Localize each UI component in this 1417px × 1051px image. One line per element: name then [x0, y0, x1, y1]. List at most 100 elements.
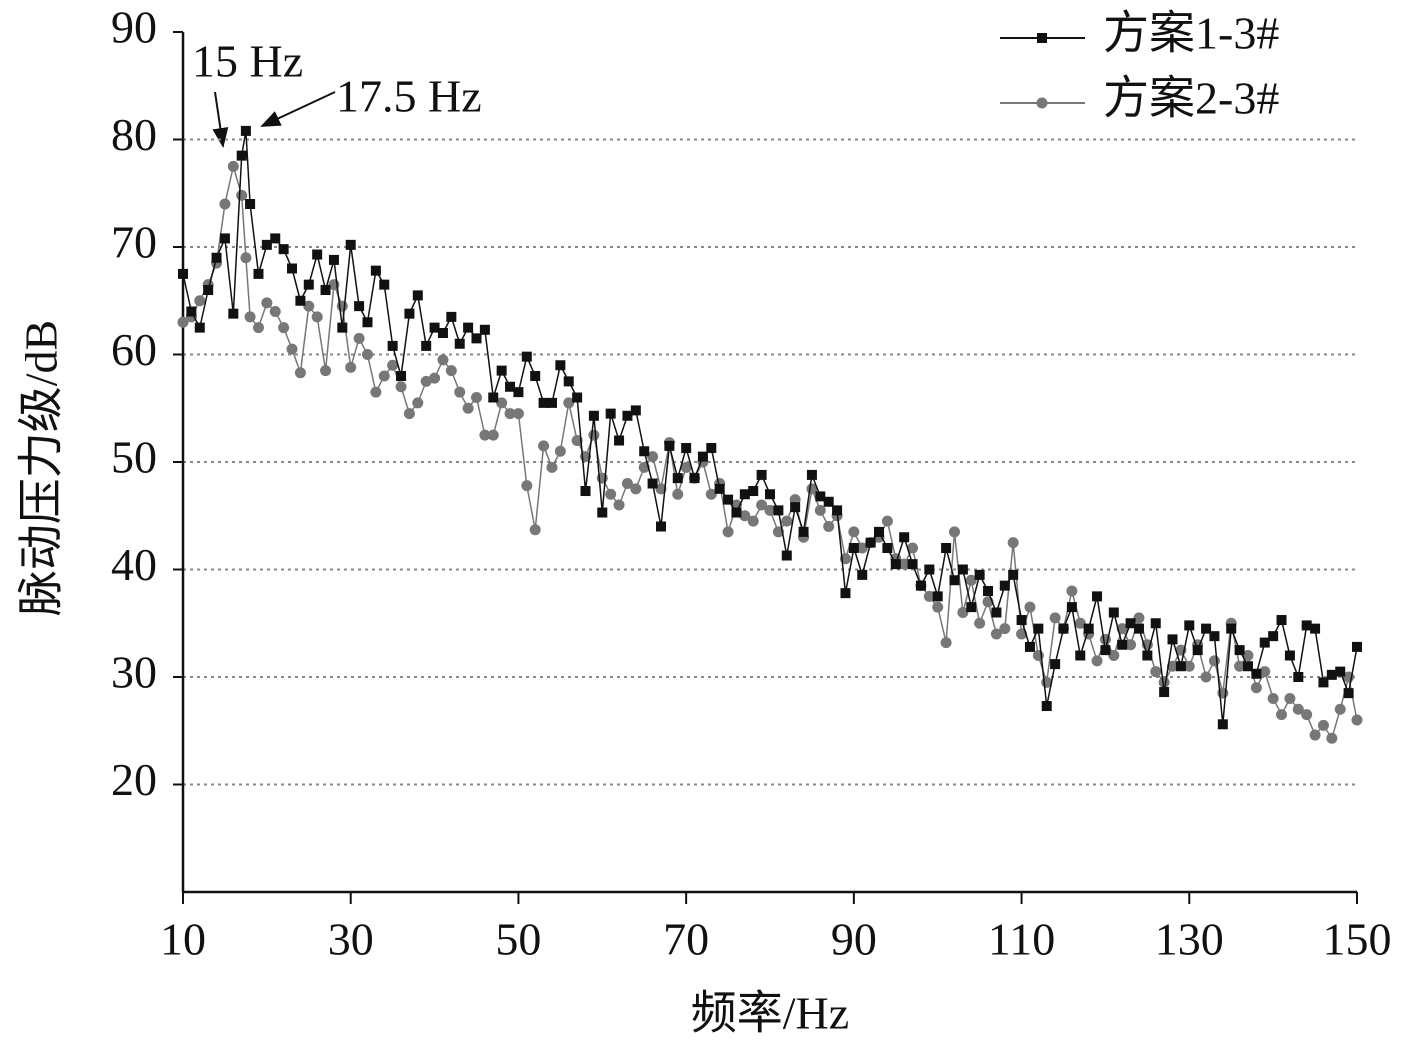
- marker: [244, 311, 256, 323]
- marker: [622, 410, 633, 421]
- marker: [1159, 687, 1170, 698]
- marker: [756, 499, 768, 511]
- marker: [974, 569, 985, 580]
- marker: [689, 473, 700, 484]
- marker: [538, 440, 550, 452]
- marker: [832, 505, 843, 516]
- marker: [479, 324, 490, 335]
- marker: [655, 521, 666, 532]
- marker: [403, 408, 415, 420]
- marker: [219, 198, 231, 210]
- marker: [932, 601, 944, 613]
- marker: [1066, 602, 1077, 613]
- marker: [420, 375, 432, 387]
- y-tick-label: 80: [111, 109, 157, 160]
- marker: [412, 290, 423, 301]
- marker: [731, 507, 742, 518]
- marker: [471, 333, 482, 344]
- marker: [655, 483, 667, 495]
- marker: [990, 628, 1002, 640]
- marker: [245, 199, 256, 209]
- marker: [295, 295, 306, 306]
- marker: [261, 297, 273, 309]
- marker: [446, 311, 457, 322]
- marker: [765, 489, 775, 500]
- marker: [1351, 714, 1363, 726]
- marker: [840, 588, 851, 599]
- marker: [1276, 709, 1288, 721]
- marker: [286, 343, 298, 355]
- x-tick-label: 110: [988, 914, 1055, 965]
- marker: [194, 322, 205, 333]
- marker: [814, 504, 826, 516]
- marker: [429, 322, 440, 333]
- marker: [806, 469, 817, 480]
- marker: [228, 308, 239, 319]
- marker: [287, 263, 298, 274]
- marker: [1050, 659, 1061, 670]
- marker: [1092, 591, 1103, 602]
- marker: [437, 328, 448, 338]
- marker: [303, 279, 314, 290]
- marker: [739, 510, 751, 522]
- marker: [647, 478, 658, 489]
- marker: [211, 252, 222, 263]
- marker: [739, 489, 750, 500]
- x-tick-label: 130: [1155, 914, 1224, 965]
- marker: [530, 371, 541, 381]
- marker: [798, 526, 809, 537]
- marker: [521, 351, 532, 362]
- annotation-arrow: [260, 91, 336, 127]
- marker: [320, 365, 332, 377]
- marker: [1125, 639, 1137, 651]
- marker: [240, 252, 252, 264]
- legend-label: 方案2-3#: [1103, 73, 1279, 124]
- marker: [647, 451, 659, 463]
- marker: [664, 440, 675, 451]
- marker: [378, 370, 390, 382]
- marker: [1217, 719, 1228, 730]
- marker: [1108, 650, 1120, 661]
- marker: [907, 542, 919, 554]
- marker: [437, 354, 449, 366]
- marker: [177, 316, 189, 328]
- annotation: 15 Hz: [192, 36, 303, 87]
- marker: [396, 371, 407, 381]
- marker: [227, 160, 239, 172]
- marker: [991, 607, 1002, 618]
- marker: [1074, 617, 1086, 629]
- marker: [513, 387, 524, 398]
- marker: [261, 239, 272, 250]
- marker: [1293, 672, 1304, 682]
- marker: [1276, 615, 1287, 626]
- marker: [505, 381, 516, 392]
- marker: [1100, 645, 1111, 656]
- marker: [529, 524, 541, 536]
- legend-marker: [1037, 33, 1047, 43]
- series-line: [182, 130, 1358, 725]
- marker: [1133, 623, 1144, 634]
- marker: [1142, 650, 1153, 661]
- marker: [756, 469, 767, 480]
- marker: [924, 564, 935, 575]
- y-tick-label: 90: [111, 2, 157, 53]
- marker: [1192, 645, 1203, 656]
- marker: [781, 550, 792, 561]
- marker: [1125, 618, 1136, 629]
- marker: [1259, 666, 1271, 678]
- legend-label: 方案1-3#: [1103, 8, 1279, 59]
- marker: [387, 340, 398, 351]
- marker: [890, 559, 901, 570]
- marker: [1267, 693, 1279, 704]
- marker: [353, 332, 365, 344]
- marker: [454, 338, 465, 349]
- marker: [773, 505, 784, 516]
- marker: [278, 244, 289, 255]
- marker: [1158, 676, 1170, 688]
- marker: [672, 488, 684, 500]
- marker: [823, 496, 834, 507]
- marker: [421, 340, 432, 351]
- marker: [621, 478, 633, 489]
- x-tick-label: 150: [1323, 914, 1392, 965]
- marker: [848, 543, 859, 553]
